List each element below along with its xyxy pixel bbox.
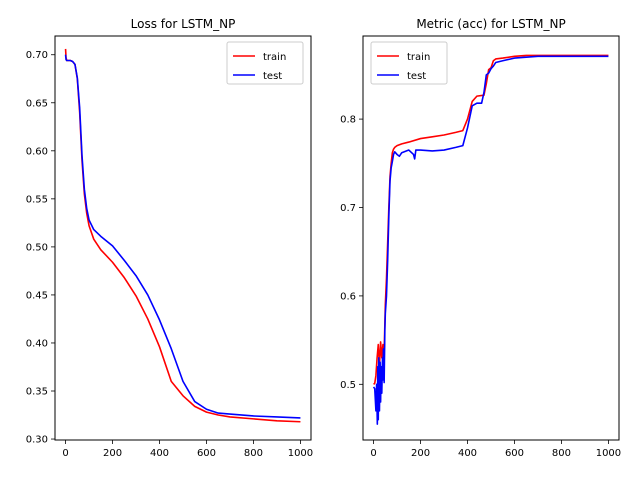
loss-legend-train-label: train	[263, 52, 286, 63]
acc-xtick-label: 1000	[596, 448, 621, 459]
loss-legend-test-label: test	[263, 71, 282, 82]
loss-ytick-label: 0.55	[26, 194, 48, 205]
loss-xtick-label: 200	[103, 448, 122, 459]
loss-ytick-label: 0.60	[26, 146, 48, 157]
loss-series-layer	[64, 48, 301, 423]
acc-ytick-label: 0.7	[340, 203, 356, 214]
loss-panel: Loss for LSTM_NP 0 200 400 600 800 1000 0.30 0.…	[26, 17, 313, 459]
loss-ytick-label: 0.30	[26, 435, 48, 446]
loss-chart-title: Loss for LSTM_NP	[131, 17, 236, 31]
loss-plot-frame	[54, 35, 312, 441]
loss-legend-box	[226, 41, 304, 85]
acc-xtick-label: 400	[458, 448, 477, 459]
acc-legend: train test	[370, 41, 448, 85]
loss-xtick-label: 0	[62, 448, 68, 459]
loss-xtick-label: 1000	[288, 448, 313, 459]
loss-xtick-label: 400	[150, 448, 169, 459]
loss-legend: train test	[226, 41, 304, 85]
loss-ytick-label: 0.35	[26, 387, 48, 398]
acc-xtick-label: 200	[411, 448, 430, 459]
acc-legend-test-label: test	[407, 71, 426, 82]
loss-ytick-label: 0.50	[26, 242, 48, 253]
acc-series-layer	[372, 54, 609, 425]
loss-ytick-label: 0.65	[26, 98, 48, 109]
loss-series-test-line	[64, 54, 301, 419]
acc-xtick-label: 600	[505, 448, 524, 459]
acc-chart-title: Metric (acc) for LSTM_NP	[416, 17, 565, 31]
loss-ytick-label: 0.70	[26, 50, 48, 61]
acc-panel: Metric (acc) for LSTM_NP 0 200 400 600 800 10…	[340, 17, 621, 459]
loss-ytick-label: 0.40	[26, 338, 48, 349]
acc-ytick-label: 0.5	[340, 380, 356, 391]
loss-xtick-label: 800	[244, 448, 263, 459]
acc-series-test-line	[372, 55, 609, 425]
acc-xtick-label: 0	[370, 448, 376, 459]
acc-ytick-label: 0.8	[340, 115, 356, 126]
acc-legend-train-label: train	[407, 52, 430, 63]
loss-axes: 0 200 400 600 800 1000 0.30 0.35 0.40 0.45 0.50 0.5…	[26, 50, 313, 459]
acc-ytick-label: 0.6	[340, 291, 356, 302]
loss-xtick-label: 600	[197, 448, 216, 459]
acc-xtick-label: 800	[552, 448, 571, 459]
acc-plot-frame	[362, 35, 620, 441]
acc-legend-box	[370, 41, 448, 85]
loss-ytick-label: 0.45	[26, 290, 48, 301]
acc-axes: 0 200 400 600 800 1000 0.5 0.6 0.7 0.8	[340, 115, 621, 459]
